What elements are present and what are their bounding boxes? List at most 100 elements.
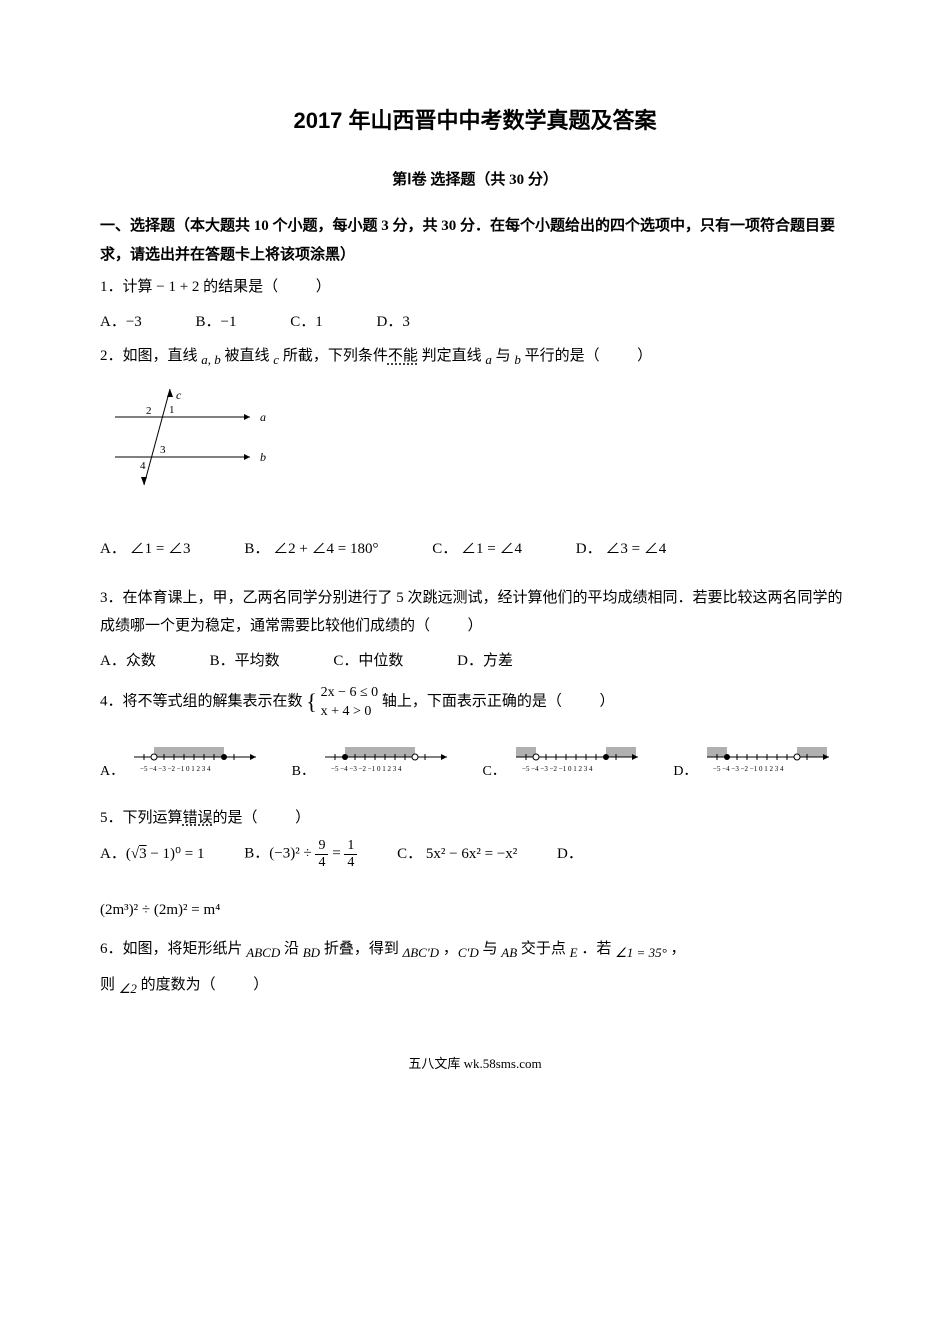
q2-t6: 平行的是（ xyxy=(525,348,600,364)
q5-t1: 5．下列运算 xyxy=(100,810,183,826)
q2-a: a xyxy=(485,352,492,367)
q3-optB: B．平均数 xyxy=(210,647,280,676)
q3-optC: C．中位数 xyxy=(333,647,403,676)
q2-C-expr: ∠1 = ∠4 xyxy=(461,541,522,557)
q4-optA: A． −5 −4 −3 −2 −1 0 1 2 3 4 xyxy=(100,741,262,786)
q6-ang1: ∠1 = 35° xyxy=(615,945,667,960)
q5-options-line1: A．(√3 − 1)⁰ = 1 B．(−3)² ÷ 94 = 14 C． 5x²… xyxy=(100,838,850,870)
q1-optD: D．3 xyxy=(377,308,410,337)
q2-optC: C． ∠1 = ∠4 xyxy=(432,535,522,564)
q5-A-post: − 1)⁰ = 1 xyxy=(147,846,205,862)
q2-label-c: c xyxy=(176,388,182,402)
q1-options: A．−3 B．−1 C．1 D．3 xyxy=(100,308,850,337)
q6-ABCD: ABCD xyxy=(246,945,280,960)
q2-t3: 所截，下列条件 xyxy=(283,348,388,364)
q4-B-ticks: −5 −4 −3 −2 −1 0 1 2 3 4 xyxy=(331,765,402,773)
q4-A-label: A． xyxy=(100,764,124,779)
page-footer: 五八文库 wk.58sms.com xyxy=(100,1052,850,1077)
q2-ang3: 3 xyxy=(160,444,166,456)
q6-t3: 折叠，得到 xyxy=(324,941,403,957)
q5-optA: A．(√3 − 1)⁰ = 1 xyxy=(100,840,205,869)
q2-ang2: 2 xyxy=(146,405,152,417)
q5-D-expr: (2m³)² ÷ (2m)² = m⁴ xyxy=(100,896,850,925)
q2-c: c xyxy=(273,352,279,367)
page-title: 2017 年山西晋中中考数学真题及答案 xyxy=(100,100,850,142)
q1-stem: 1．计算 − 1 + 2 的结果是（ ） xyxy=(100,273,850,302)
q2-ang4: 4 xyxy=(140,460,146,472)
q2-t7: ） xyxy=(637,348,652,364)
q6-paren-space xyxy=(219,977,249,993)
section1-head: 一、选择题（本大题共 10 个小题，每小题 3 分，共 30 分．在每个小题给出… xyxy=(100,212,850,269)
q5-B-f2d: 4 xyxy=(344,854,357,870)
q6-t2: 沿 xyxy=(284,941,303,957)
q4-D-label: D． xyxy=(673,764,697,779)
q2-stem: 2．如图，直线 a, b 被直线 c 所截，下列条件不能 判定直线 a 与 b … xyxy=(100,342,850,373)
q4-paren-space xyxy=(566,694,596,710)
q3-optD: D．方差 xyxy=(457,647,513,676)
q6-stem-line2: 则 ∠2 的度数为（ ） xyxy=(100,971,850,1002)
q2-label-b: b xyxy=(260,450,266,464)
q5-t2: 的是（ xyxy=(213,810,258,826)
q6-BD: BD xyxy=(303,945,320,960)
q2-b: b xyxy=(514,352,521,367)
q4-t2: 轴上，下面表示正确的是（ xyxy=(382,694,562,710)
q5-B-f1n: 9 xyxy=(315,838,328,853)
q1-paren-space xyxy=(282,279,312,295)
q6-CpD: C′D xyxy=(458,945,479,960)
q3-optA: A．众数 xyxy=(100,647,156,676)
q4-nlA: −5 −4 −3 −2 −1 0 1 2 3 4 xyxy=(132,741,262,775)
q4-A-ticks: −5 −4 −3 −2 −1 0 1 2 3 4 xyxy=(140,765,211,773)
q2-neg: 不能 xyxy=(388,348,418,364)
q2-C-label: C． xyxy=(432,541,457,557)
q2-t2: 被直线 xyxy=(225,348,274,364)
q4-nlC: −5 −4 −3 −2 −1 0 1 2 3 4 xyxy=(514,741,644,775)
q5-B-f2n: 1 xyxy=(344,838,357,853)
q5-A-sqrt: 3 xyxy=(139,846,147,862)
q2-B-expr: ∠2 + ∠4 = 180° xyxy=(273,541,378,557)
q3-stem: 3．在体育课上，甲，乙两名同学分别进行了 5 次跳远测试，经计算他们的平均成绩相… xyxy=(100,584,850,641)
q4-C-label: C． xyxy=(482,764,505,779)
q6-stem: 6．如图，将矩形纸片 ABCD 沿 BD 折叠，得到 ΔBC′D ，C′D 与 … xyxy=(100,935,850,966)
q5-paren-space xyxy=(261,810,291,826)
q6-l2c: ） xyxy=(253,977,268,993)
q4-options: A． −5 −4 −3 −2 −1 0 1 2 3 4 B． −5 −4 −3 … xyxy=(100,741,850,786)
q2-D-expr: ∠3 = ∠4 xyxy=(605,541,666,557)
q2-ab: a, b xyxy=(201,352,221,367)
q4-D-ticks: −5 −4 −3 −2 −1 0 1 2 3 4 xyxy=(713,765,784,773)
section-subtitle: 第Ⅰ卷 选择题（共 30 分） xyxy=(100,166,850,195)
q6-t4: ， xyxy=(443,941,458,957)
q2-options: A． ∠1 = ∠3 B． ∠2 + ∠4 = 180° C． ∠1 = ∠4 … xyxy=(100,535,850,564)
q5-B-f1d: 4 xyxy=(315,854,328,870)
q2-ang1: 1 xyxy=(169,404,175,416)
q6-tri: ΔBC′D xyxy=(403,945,439,960)
q2-optA: A． ∠1 = ∠3 xyxy=(100,535,191,564)
q3-options: A．众数 B．平均数 C．中位数 D．方差 xyxy=(100,647,850,676)
q6-l2b: 的度数为（ xyxy=(141,977,216,993)
q4-t1: 4．将不等式组的解集表示在数 xyxy=(100,694,303,710)
q4-t3: ） xyxy=(599,694,614,710)
q5-optC: C． 5x² − 6x² = −x² xyxy=(397,840,517,869)
q2-paren-space xyxy=(603,348,633,364)
q2-optB: B． ∠2 + ∠4 = 180° xyxy=(244,535,378,564)
q5-optD: D． xyxy=(557,840,583,869)
q1-optB: B．−1 xyxy=(196,308,237,337)
q2-B-label: B． xyxy=(244,541,269,557)
q2-label-a: a xyxy=(260,410,266,424)
q5-A-pre: A．( xyxy=(100,846,131,862)
q4-B-label: B． xyxy=(292,764,315,779)
q6-t8: ， xyxy=(671,941,686,957)
q1-stem-text: 1．计算 − 1 + 2 的结果是（ xyxy=(100,279,278,295)
q2-D-label: D． xyxy=(576,541,602,557)
q4-sys-top: 2x − 6 ≤ 0 xyxy=(321,685,379,700)
q6-AB: AB xyxy=(501,945,517,960)
q2-diagram: a b c 1 2 3 4 xyxy=(110,387,850,508)
q5-stem: 5．下列运算错误的是（ ） xyxy=(100,804,850,833)
q6-t7: ．若 xyxy=(581,941,615,957)
q4-C-ticks: −5 −4 −3 −2 −1 0 1 2 3 4 xyxy=(522,765,593,773)
q2-t4: 判定直线 xyxy=(422,348,486,364)
q6-ang2: ∠2 xyxy=(119,981,137,996)
q4-stem: 4．将不等式组的解集表示在数 { 2x − 6 ≤ 0 x + 4 > 0 轴上… xyxy=(100,681,850,723)
q6-t5: 与 xyxy=(483,941,502,957)
q2-A-expr: ∠1 = ∠3 xyxy=(130,541,191,557)
q3-paren-space xyxy=(434,618,464,634)
